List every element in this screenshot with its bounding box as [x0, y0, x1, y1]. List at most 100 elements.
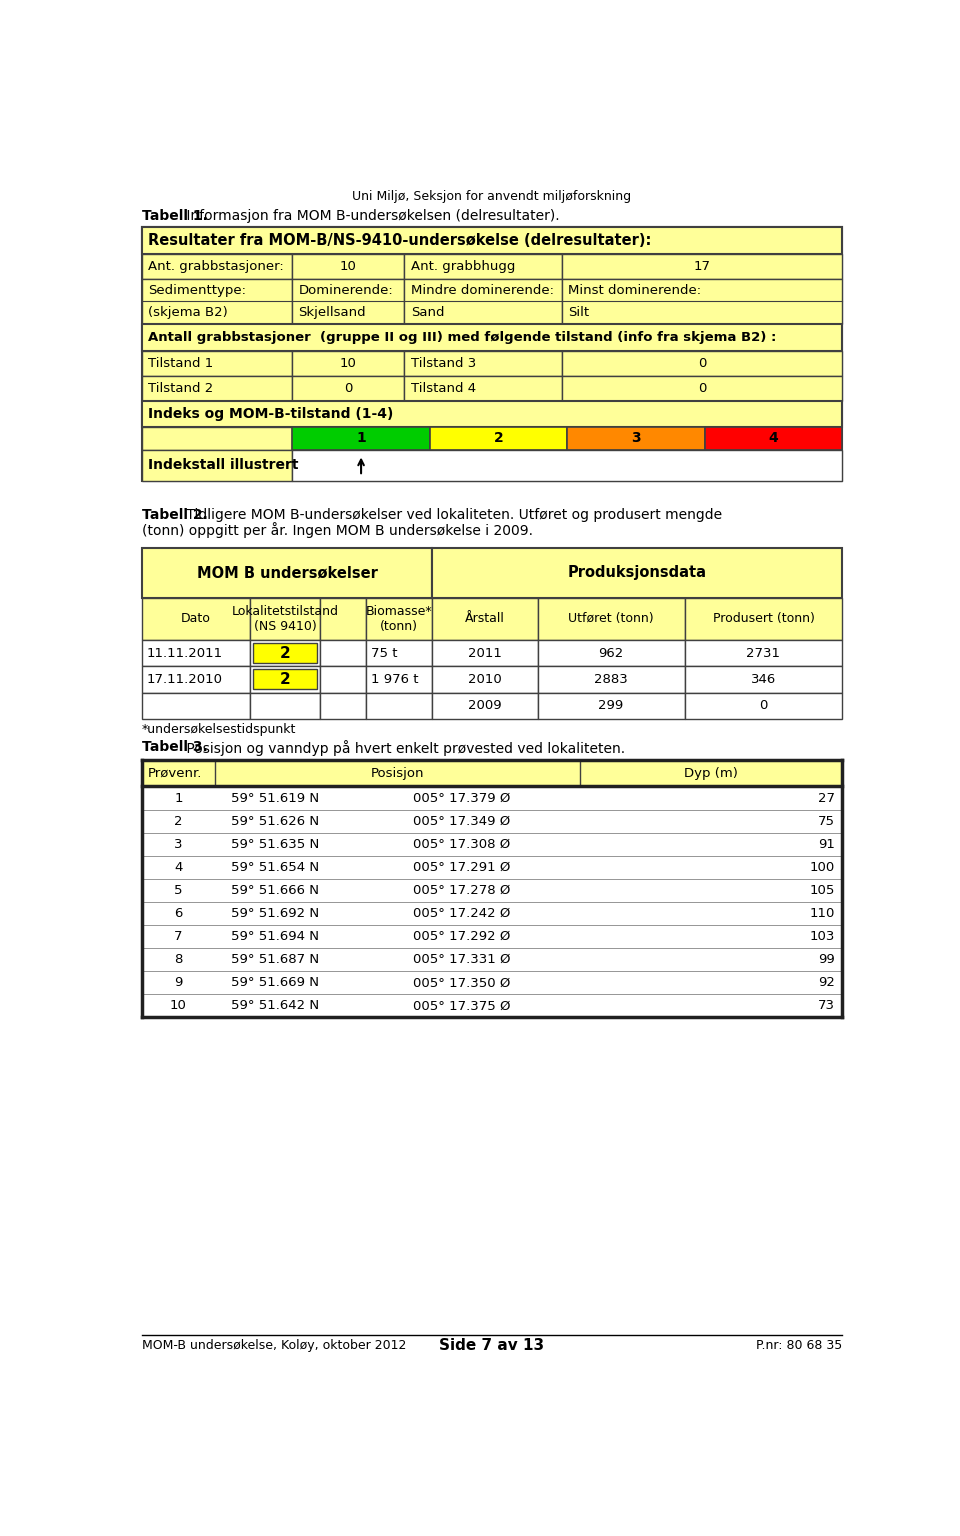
- Text: 75: 75: [818, 814, 834, 828]
- Text: Mindre dominerende:: Mindre dominerende:: [411, 284, 554, 296]
- Text: 27: 27: [818, 791, 834, 805]
- Bar: [538, 598, 684, 641]
- Text: 105: 105: [809, 883, 834, 897]
- Text: 5: 5: [174, 883, 182, 897]
- Bar: [142, 255, 293, 280]
- Bar: [142, 227, 842, 255]
- Bar: [142, 401, 842, 427]
- Bar: [562, 255, 842, 280]
- Bar: [366, 641, 432, 667]
- Text: Biomasse*
(tonn): Biomasse* (tonn): [366, 605, 433, 633]
- Bar: [142, 667, 251, 693]
- Text: 99: 99: [818, 954, 834, 966]
- Text: Silt: Silt: [568, 306, 589, 319]
- Text: Tilstand 4: Tilstand 4: [411, 382, 476, 395]
- Text: (tonn) oppgitt per år. Ingen MOM B undersøkelse i 2009.: (tonn) oppgitt per år. Ingen MOM B under…: [142, 522, 533, 538]
- Text: 7: 7: [174, 931, 182, 943]
- Text: 005° 17.291 Ø: 005° 17.291 Ø: [413, 860, 511, 874]
- Bar: [293, 255, 404, 280]
- Text: 4: 4: [769, 432, 779, 445]
- Bar: [251, 641, 321, 667]
- Text: *undersøkelsestidspunkt: *undersøkelsestidspunkt: [142, 722, 296, 736]
- Text: Resultater fra MOM-B/NS-9410-undersøkelse (delresultater):: Resultater fra MOM-B/NS-9410-undersøkels…: [148, 233, 651, 247]
- Text: 59° 51.687 N: 59° 51.687 N: [230, 954, 319, 966]
- Bar: [321, 667, 366, 693]
- Text: Uni Miljø, Seksjon for anvendt miljøforskning: Uni Miljø, Seksjon for anvendt miljøfors…: [352, 190, 632, 203]
- Text: Indekstall illustrert: Indekstall illustrert: [148, 458, 299, 473]
- Text: 962: 962: [598, 647, 624, 660]
- Text: Tilstand 1: Tilstand 1: [148, 358, 213, 370]
- Bar: [142, 280, 293, 324]
- Bar: [538, 667, 684, 693]
- Text: 2: 2: [280, 671, 291, 687]
- Text: Sand: Sand: [411, 306, 444, 319]
- Text: Side 7 av 13: Side 7 av 13: [440, 1338, 544, 1353]
- Text: 8: 8: [175, 954, 182, 966]
- Bar: [142, 809, 842, 833]
- Bar: [142, 948, 842, 971]
- Text: 75 t: 75 t: [371, 647, 397, 660]
- Text: Dyp (m): Dyp (m): [684, 766, 738, 780]
- Bar: [293, 427, 430, 450]
- Bar: [538, 641, 684, 667]
- Text: Tilstand 2: Tilstand 2: [148, 382, 213, 395]
- Bar: [253, 670, 317, 690]
- Bar: [567, 427, 705, 450]
- Text: Tidligere MOM B-undersøkelser ved lokaliteten. Utføret og produsert mengde: Tidligere MOM B-undersøkelser ved lokali…: [182, 508, 722, 522]
- Text: 10: 10: [340, 358, 357, 370]
- Text: Tilstand 3: Tilstand 3: [411, 358, 476, 370]
- Text: 005° 17.379 Ø: 005° 17.379 Ø: [413, 791, 511, 805]
- Bar: [404, 376, 562, 401]
- Text: 100: 100: [809, 860, 834, 874]
- Text: 17: 17: [694, 260, 710, 273]
- Bar: [142, 548, 432, 598]
- Text: Dominerende:: Dominerende:: [299, 284, 394, 296]
- Text: 11.11.2011: 11.11.2011: [146, 647, 223, 660]
- Bar: [538, 693, 684, 719]
- Bar: [142, 352, 293, 376]
- Text: Tabell 1.: Tabell 1.: [142, 209, 207, 223]
- Bar: [251, 667, 321, 693]
- Text: 005° 17.242 Ø: 005° 17.242 Ø: [413, 908, 511, 920]
- Text: Tabell 2.: Tabell 2.: [142, 508, 207, 522]
- Bar: [142, 227, 842, 481]
- Bar: [562, 280, 842, 324]
- Text: 0: 0: [345, 382, 352, 395]
- Text: 10: 10: [170, 1000, 187, 1012]
- Text: P.nr: 80 68 35: P.nr: 80 68 35: [756, 1339, 842, 1352]
- Bar: [142, 856, 842, 879]
- Text: 10: 10: [340, 260, 357, 273]
- Text: 0: 0: [698, 382, 707, 395]
- Text: 2: 2: [493, 432, 503, 445]
- Text: 59° 51.642 N: 59° 51.642 N: [230, 1000, 319, 1012]
- Text: 17.11.2010: 17.11.2010: [146, 673, 223, 687]
- Text: Sedimenttype:: Sedimenttype:: [148, 284, 246, 296]
- Text: 005° 17.375 Ø: 005° 17.375 Ø: [413, 1000, 511, 1012]
- Text: 2010: 2010: [468, 673, 502, 687]
- Bar: [562, 352, 842, 376]
- Text: 91: 91: [818, 837, 834, 851]
- Bar: [366, 598, 432, 641]
- Bar: [142, 693, 251, 719]
- Bar: [432, 693, 538, 719]
- Text: 0: 0: [759, 699, 768, 713]
- Bar: [404, 255, 562, 280]
- Text: Minst dominerende:: Minst dominerende:: [568, 284, 702, 296]
- Text: 0: 0: [698, 358, 707, 370]
- Text: 005° 17.292 Ø: 005° 17.292 Ø: [413, 931, 511, 943]
- Bar: [293, 280, 404, 324]
- Text: 299: 299: [598, 699, 624, 713]
- Text: 59° 51.666 N: 59° 51.666 N: [230, 883, 319, 897]
- Bar: [366, 667, 432, 693]
- Bar: [684, 693, 842, 719]
- Text: Lokalitetstilstand
(NS 9410): Lokalitetstilstand (NS 9410): [231, 605, 339, 633]
- Text: 2011: 2011: [468, 647, 502, 660]
- Bar: [404, 280, 562, 324]
- Text: 110: 110: [809, 908, 834, 920]
- Text: Årstall: Årstall: [465, 613, 505, 625]
- Text: Indeks og MOM-B-tilstand (1-4): Indeks og MOM-B-tilstand (1-4): [148, 407, 394, 421]
- Text: 73: 73: [818, 1000, 834, 1012]
- Bar: [293, 352, 404, 376]
- Text: Ant. grabbhugg: Ant. grabbhugg: [411, 260, 515, 273]
- Bar: [142, 879, 842, 902]
